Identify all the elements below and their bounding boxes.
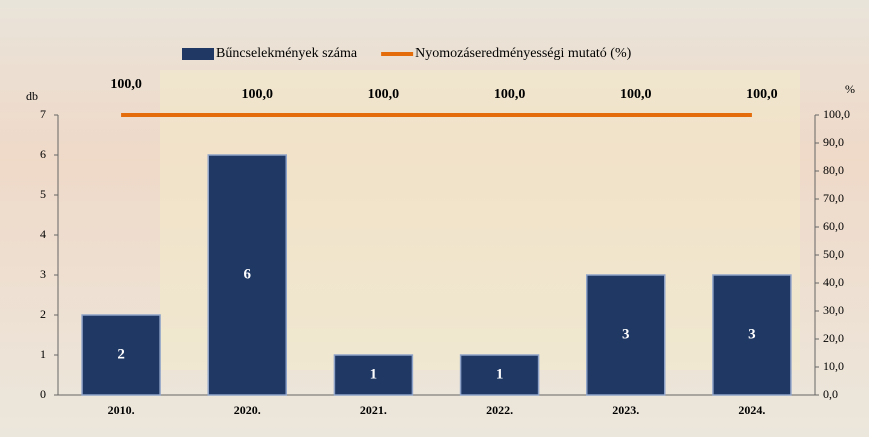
y2-tick-label: 100,0 — [823, 107, 850, 121]
y2-tick-label: 10,0 — [823, 359, 844, 373]
y-tick-label: 4 — [40, 227, 46, 241]
bar-value-label: 1 — [370, 366, 378, 382]
line-value-label: 100,0 — [110, 77, 142, 92]
y2-tick-label: 70,0 — [823, 191, 844, 205]
legend-swatch — [182, 48, 214, 60]
y-tick-label: 5 — [40, 187, 46, 201]
bar-value-label: 3 — [748, 326, 756, 342]
legend-label: Nyomozáseredményességi mutató (%) — [415, 46, 631, 61]
legend-label: Bűncselekmények száma — [216, 46, 358, 61]
line-value-label: 100,0 — [242, 87, 274, 102]
y-tick-label: 1 — [40, 347, 46, 361]
y-axis-label: db — [26, 89, 38, 103]
y-tick-label: 6 — [40, 147, 46, 161]
x-tick-label: 2024. — [738, 403, 765, 417]
x-tick-label: 2021. — [360, 403, 387, 417]
y2-tick-label: 80,0 — [823, 163, 844, 177]
y2-axis-label: % — [845, 82, 855, 96]
y2-tick-label: 20,0 — [823, 331, 844, 345]
x-tick-label: 2010. — [108, 403, 135, 417]
y2-tick-label: 40,0 — [823, 275, 844, 289]
x-tick-label: 2020. — [234, 403, 261, 417]
y-tick-label: 3 — [40, 267, 46, 281]
bar-value-label: 1 — [496, 366, 504, 382]
bar-value-label: 3 — [622, 326, 630, 342]
y2-tick-label: 0,0 — [823, 387, 838, 401]
line-value-label: 100,0 — [746, 87, 778, 102]
bar-value-label: 2 — [117, 346, 125, 362]
y2-tick-label: 90,0 — [823, 135, 844, 149]
y-tick-label: 7 — [40, 107, 46, 121]
y-tick-label: 2 — [40, 307, 46, 321]
y-tick-label: 0 — [40, 387, 46, 401]
bar-value-label: 6 — [244, 266, 252, 282]
line-value-label: 100,0 — [494, 87, 526, 102]
y2-tick-label: 50,0 — [823, 247, 844, 261]
x-tick-label: 2022. — [486, 403, 513, 417]
chart: db % 012345670,010,020,030,040,050,060,0… — [0, 0, 869, 437]
line-value-label: 100,0 — [368, 87, 400, 102]
y2-tick-label: 30,0 — [823, 303, 844, 317]
line-value-label: 100,0 — [620, 87, 652, 102]
y2-tick-label: 60,0 — [823, 219, 844, 233]
x-tick-label: 2023. — [612, 403, 639, 417]
